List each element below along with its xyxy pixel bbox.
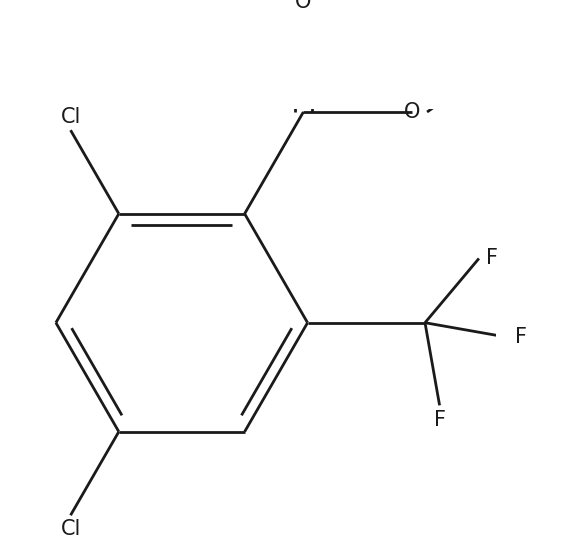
Text: F: F: [434, 410, 445, 429]
Text: O: O: [295, 0, 311, 12]
Text: Cl: Cl: [61, 107, 81, 127]
Text: Cl: Cl: [61, 518, 81, 539]
Text: O: O: [404, 102, 421, 122]
Text: F: F: [486, 248, 499, 268]
Text: F: F: [515, 327, 527, 347]
